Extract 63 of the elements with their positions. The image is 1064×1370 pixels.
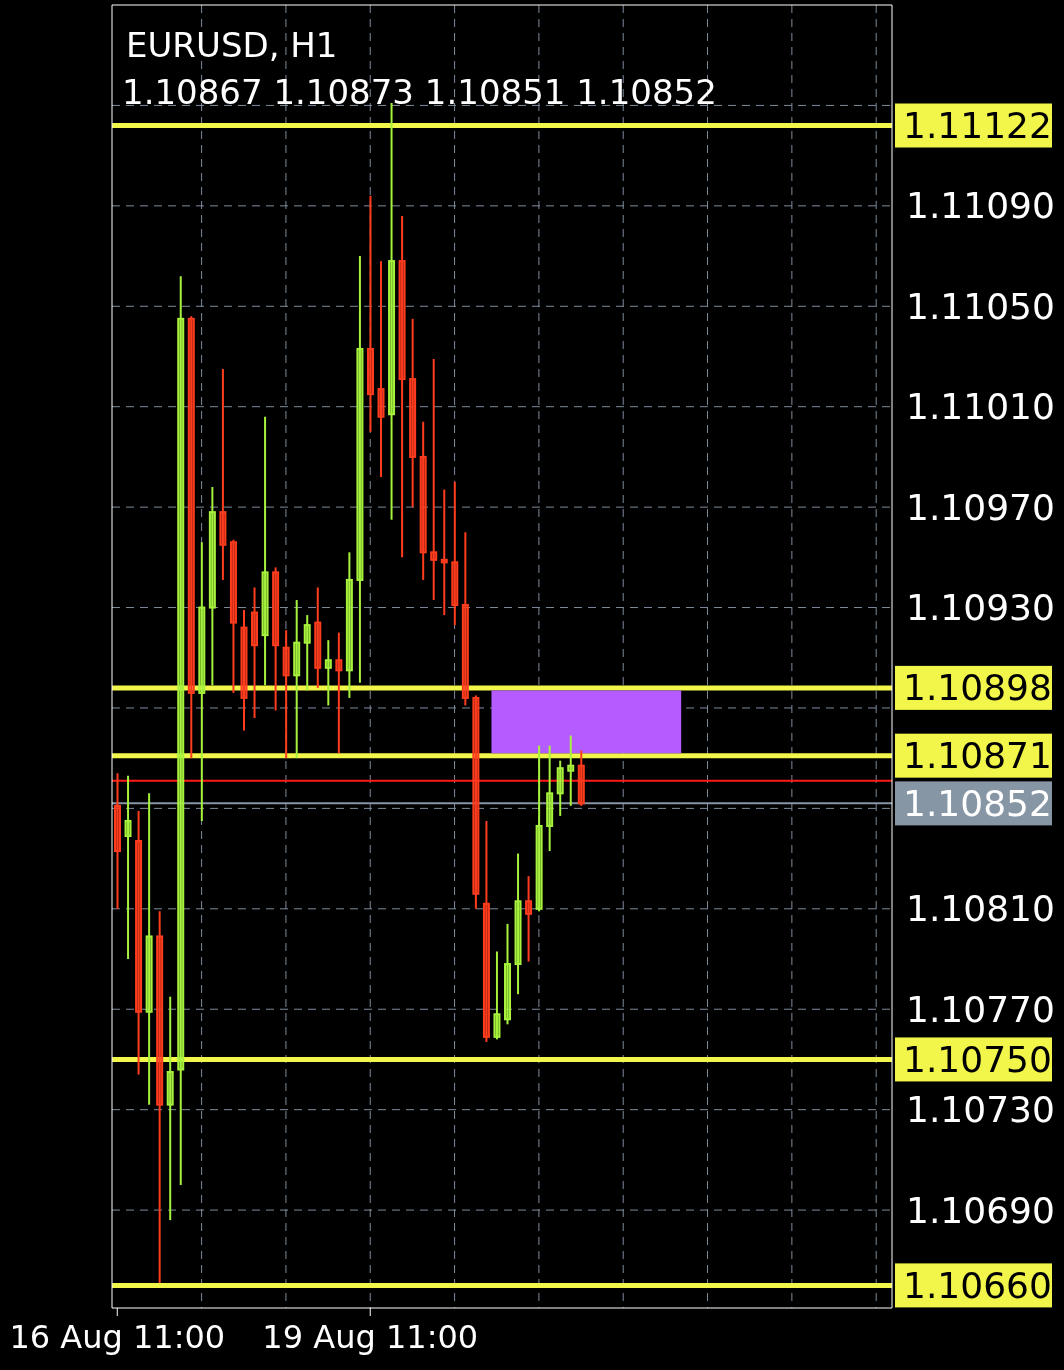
candlestick	[461, 531, 469, 707]
candlestick	[303, 614, 311, 692]
candlestick	[229, 538, 237, 694]
text: 1.10730	[906, 1089, 1055, 1131]
text: EURUSD, H1	[126, 25, 338, 65]
candlestick	[187, 315, 195, 760]
candlestick	[219, 368, 227, 581]
candlestick	[293, 599, 301, 760]
candlestick	[166, 995, 174, 1222]
ref-line-label: 1.10898	[903, 667, 1052, 709]
ref-line-label: 1.11122	[903, 105, 1052, 147]
text: 1.11090	[906, 185, 1055, 227]
candlestick	[177, 275, 185, 1186]
candlestick	[156, 910, 164, 1284]
candlestick	[514, 852, 522, 996]
x-tick-label: 19 Aug 11:00	[262, 1318, 479, 1356]
candlestick	[567, 734, 575, 807]
candlestick	[135, 809, 143, 1076]
candlestick	[366, 194, 374, 433]
candlestick	[114, 772, 121, 910]
candlestick	[356, 255, 364, 684]
candlestick	[482, 819, 490, 1043]
candlestick	[398, 214, 406, 559]
candlestick	[145, 792, 153, 1106]
candlestick	[261, 415, 269, 687]
text: 1.10690	[906, 1189, 1055, 1231]
candlestick	[314, 586, 322, 689]
candlestick	[546, 744, 554, 853]
candlestick	[419, 420, 427, 581]
text: 1.11010	[906, 386, 1055, 428]
candlestick	[124, 774, 132, 961]
candlestick	[324, 639, 332, 707]
candlestick	[377, 260, 385, 478]
candlestick	[504, 922, 511, 1026]
text: 1.11050	[906, 285, 1055, 327]
candlestick	[251, 586, 259, 720]
ref-line-label: 1.10750	[903, 1038, 1052, 1080]
candlestick	[272, 566, 280, 712]
ref-line-label: 1.10660	[903, 1264, 1052, 1306]
candlestick	[430, 357, 438, 602]
candlestick	[282, 629, 290, 760]
candlestick	[208, 486, 216, 687]
ref-line-label: 1.10852	[903, 782, 1052, 824]
text: 1.10810	[906, 888, 1055, 930]
candlestick	[409, 317, 417, 509]
candlestick	[556, 759, 564, 817]
candlestick	[335, 631, 343, 755]
ref-line-label: 1.10871	[903, 735, 1052, 777]
candlestick	[451, 481, 459, 627]
candlestick	[525, 875, 533, 963]
text: 1.10867 1.10873 1.10851 1.10852	[122, 72, 717, 112]
candlestick	[535, 744, 543, 913]
text: 1.10930	[906, 587, 1055, 629]
candlestick	[345, 551, 353, 699]
x-tick-label: 16 Aug 11:00	[9, 1318, 226, 1356]
candlestick	[472, 694, 480, 910]
candlestick	[240, 609, 248, 732]
candlestick	[198, 541, 206, 822]
text: 1.10770	[906, 988, 1055, 1030]
candlestick	[440, 488, 448, 617]
text: 1.10970	[906, 486, 1055, 528]
candlestick	[577, 749, 585, 807]
candlestick	[493, 950, 501, 1041]
